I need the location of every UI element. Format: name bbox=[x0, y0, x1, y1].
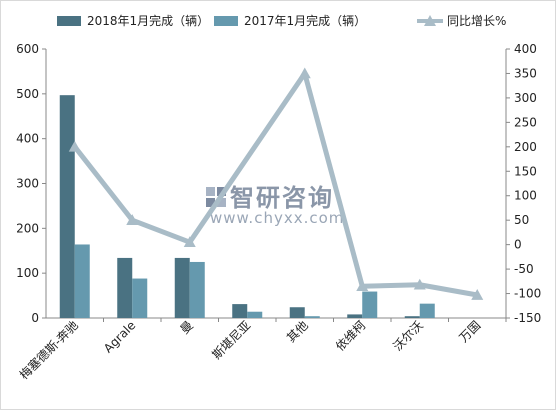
legend-label-1: 2017年1月完成（辆） bbox=[244, 13, 366, 28]
growth-marker-5 bbox=[413, 278, 426, 290]
category-label: 沃尔沃 bbox=[390, 318, 426, 354]
bar-2017-3 bbox=[247, 311, 263, 318]
category-label: 斯堪尼亚 bbox=[210, 318, 254, 362]
growth-marker-1 bbox=[126, 214, 139, 225]
left-tick-label: 0 bbox=[31, 311, 39, 325]
category-label: Agrale bbox=[101, 318, 138, 355]
growth-marker-6 bbox=[471, 289, 484, 300]
left-tick-label: 100 bbox=[16, 266, 39, 280]
left-tick-label: 200 bbox=[16, 221, 39, 235]
left-tick-label: 300 bbox=[16, 177, 39, 191]
right-tick-label: 200 bbox=[514, 140, 537, 154]
left-tick-label: 600 bbox=[16, 42, 39, 56]
bar-2018-2 bbox=[174, 257, 190, 318]
right-tick-label: 50 bbox=[514, 213, 529, 227]
bar-2017-2 bbox=[189, 261, 205, 318]
legend-swatch-0 bbox=[57, 16, 81, 26]
growth-marker-2 bbox=[183, 236, 196, 247]
right-tick-label: 350 bbox=[514, 66, 537, 80]
right-tick-label: -150 bbox=[514, 311, 541, 325]
bar-2017-1 bbox=[132, 278, 148, 318]
bar-2017-4 bbox=[304, 316, 320, 318]
right-tick-label: 0 bbox=[514, 238, 522, 252]
right-tick-label: 400 bbox=[514, 42, 537, 56]
legend: 2018年1月完成（辆） 2017年1月完成（辆） 同比增长% bbox=[57, 13, 506, 28]
bar-2018-4 bbox=[289, 307, 305, 318]
category-label: 梅塞德斯-奔驰 bbox=[16, 318, 81, 383]
bar-2018-6 bbox=[404, 316, 420, 318]
growth-marker-4 bbox=[356, 280, 369, 292]
category-label: 其他 bbox=[284, 318, 311, 345]
right-tick-label: 100 bbox=[514, 189, 537, 203]
legend-triangle-icon bbox=[424, 15, 436, 26]
right-tick-label: 300 bbox=[514, 91, 537, 105]
growth-marker-3 bbox=[298, 67, 311, 79]
bar-2018-5 bbox=[347, 314, 363, 318]
watermark: 智研咨询 www.chyxx.com bbox=[206, 184, 344, 227]
right-tick-label: 150 bbox=[514, 164, 537, 178]
right-tick-label: 250 bbox=[514, 115, 537, 129]
bar-2017-5 bbox=[362, 291, 378, 318]
category-label: 曼 bbox=[177, 318, 195, 336]
legend-label-0: 2018年1月完成（辆） bbox=[87, 13, 209, 28]
watermark-brand: 智研咨询 bbox=[230, 184, 334, 212]
right-tick-label: -50 bbox=[514, 262, 534, 276]
legend-swatch-1 bbox=[214, 16, 238, 26]
bar-2017-6 bbox=[419, 303, 435, 318]
left-tick-label: 400 bbox=[16, 132, 39, 146]
category-label: 万国 bbox=[456, 318, 483, 345]
bar-2018-1 bbox=[117, 257, 133, 318]
category-label: 依维柯 bbox=[332, 318, 368, 354]
watermark-url: www.chyxx.com bbox=[210, 209, 344, 227]
bar-2017-0 bbox=[74, 244, 90, 318]
bar-2018-0 bbox=[59, 95, 75, 318]
growth-marker-0 bbox=[68, 140, 81, 152]
right-tick-label: -100 bbox=[514, 287, 541, 301]
legend-label-2: 同比增长% bbox=[447, 14, 506, 28]
bar-2018-3 bbox=[232, 304, 248, 318]
left-tick-label: 500 bbox=[16, 87, 39, 101]
